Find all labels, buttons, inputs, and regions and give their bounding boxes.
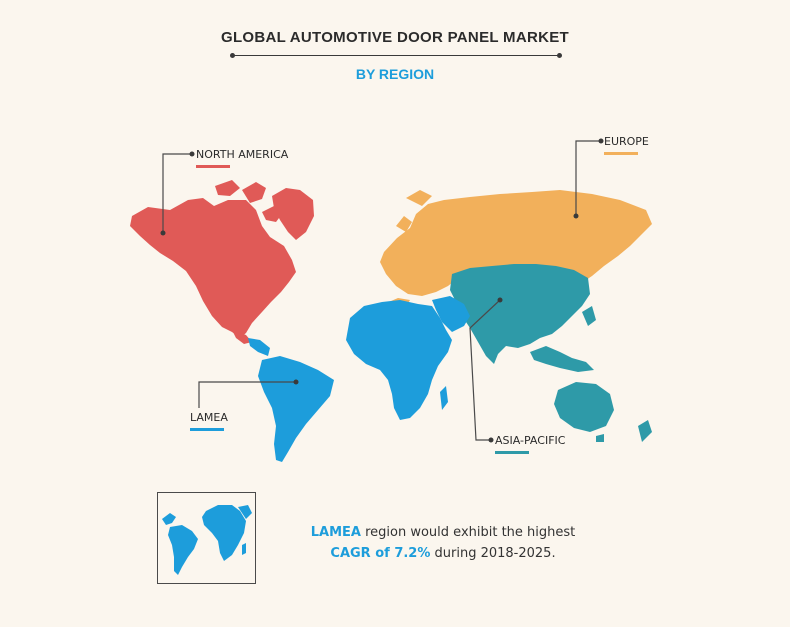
cagr-note-line2-rest: during 2018-2025. bbox=[430, 546, 556, 561]
cagr-note: LAMEA region would exhibit the highest C… bbox=[290, 522, 596, 564]
asia-pacific-underline bbox=[495, 451, 529, 454]
north-america-underline bbox=[196, 165, 230, 168]
title-rule-right-dot bbox=[557, 53, 562, 58]
chart-title: GLOBAL AUTOMOTIVE DOOR PANEL MARKET bbox=[220, 29, 569, 46]
chart-subtitle: BY REGION bbox=[355, 66, 435, 82]
lamea-leader bbox=[198, 381, 296, 408]
leader-lines bbox=[162, 140, 601, 441]
cagr-note-line1-rest: region would exhibit the highest bbox=[360, 525, 576, 540]
cagr-note-line1: LAMEA region would exhibit the highest bbox=[290, 522, 596, 543]
cagr-note-region: LAMEA bbox=[310, 525, 361, 540]
title-rule bbox=[232, 55, 559, 56]
europe-underline bbox=[604, 152, 638, 155]
asia-pacific-region bbox=[450, 264, 652, 442]
north-america-region bbox=[130, 180, 314, 344]
cagr-note-line2: CAGR of 7.2% during 2018-2025. bbox=[290, 543, 596, 564]
asia-pacific-leader bbox=[469, 299, 501, 441]
lamea-underline bbox=[190, 428, 224, 431]
leader-dots bbox=[160, 138, 604, 443]
cagr-note-cagr: CAGR of 7.2% bbox=[330, 546, 431, 561]
lamea-label: LAMEA bbox=[190, 411, 228, 424]
title-rule-left-dot bbox=[230, 53, 235, 58]
north-america-leader bbox=[162, 153, 192, 233]
lamea-region bbox=[248, 296, 470, 462]
europe-leader bbox=[575, 140, 601, 216]
north-america-label: NORTH AMERICA bbox=[196, 148, 289, 161]
lamea-inset-map bbox=[157, 492, 256, 584]
europe-label: EUROPE bbox=[604, 135, 649, 148]
lamea-inset-shapes bbox=[162, 505, 252, 575]
asia-pacific-label: ASIA-PACIFIC bbox=[495, 434, 566, 447]
